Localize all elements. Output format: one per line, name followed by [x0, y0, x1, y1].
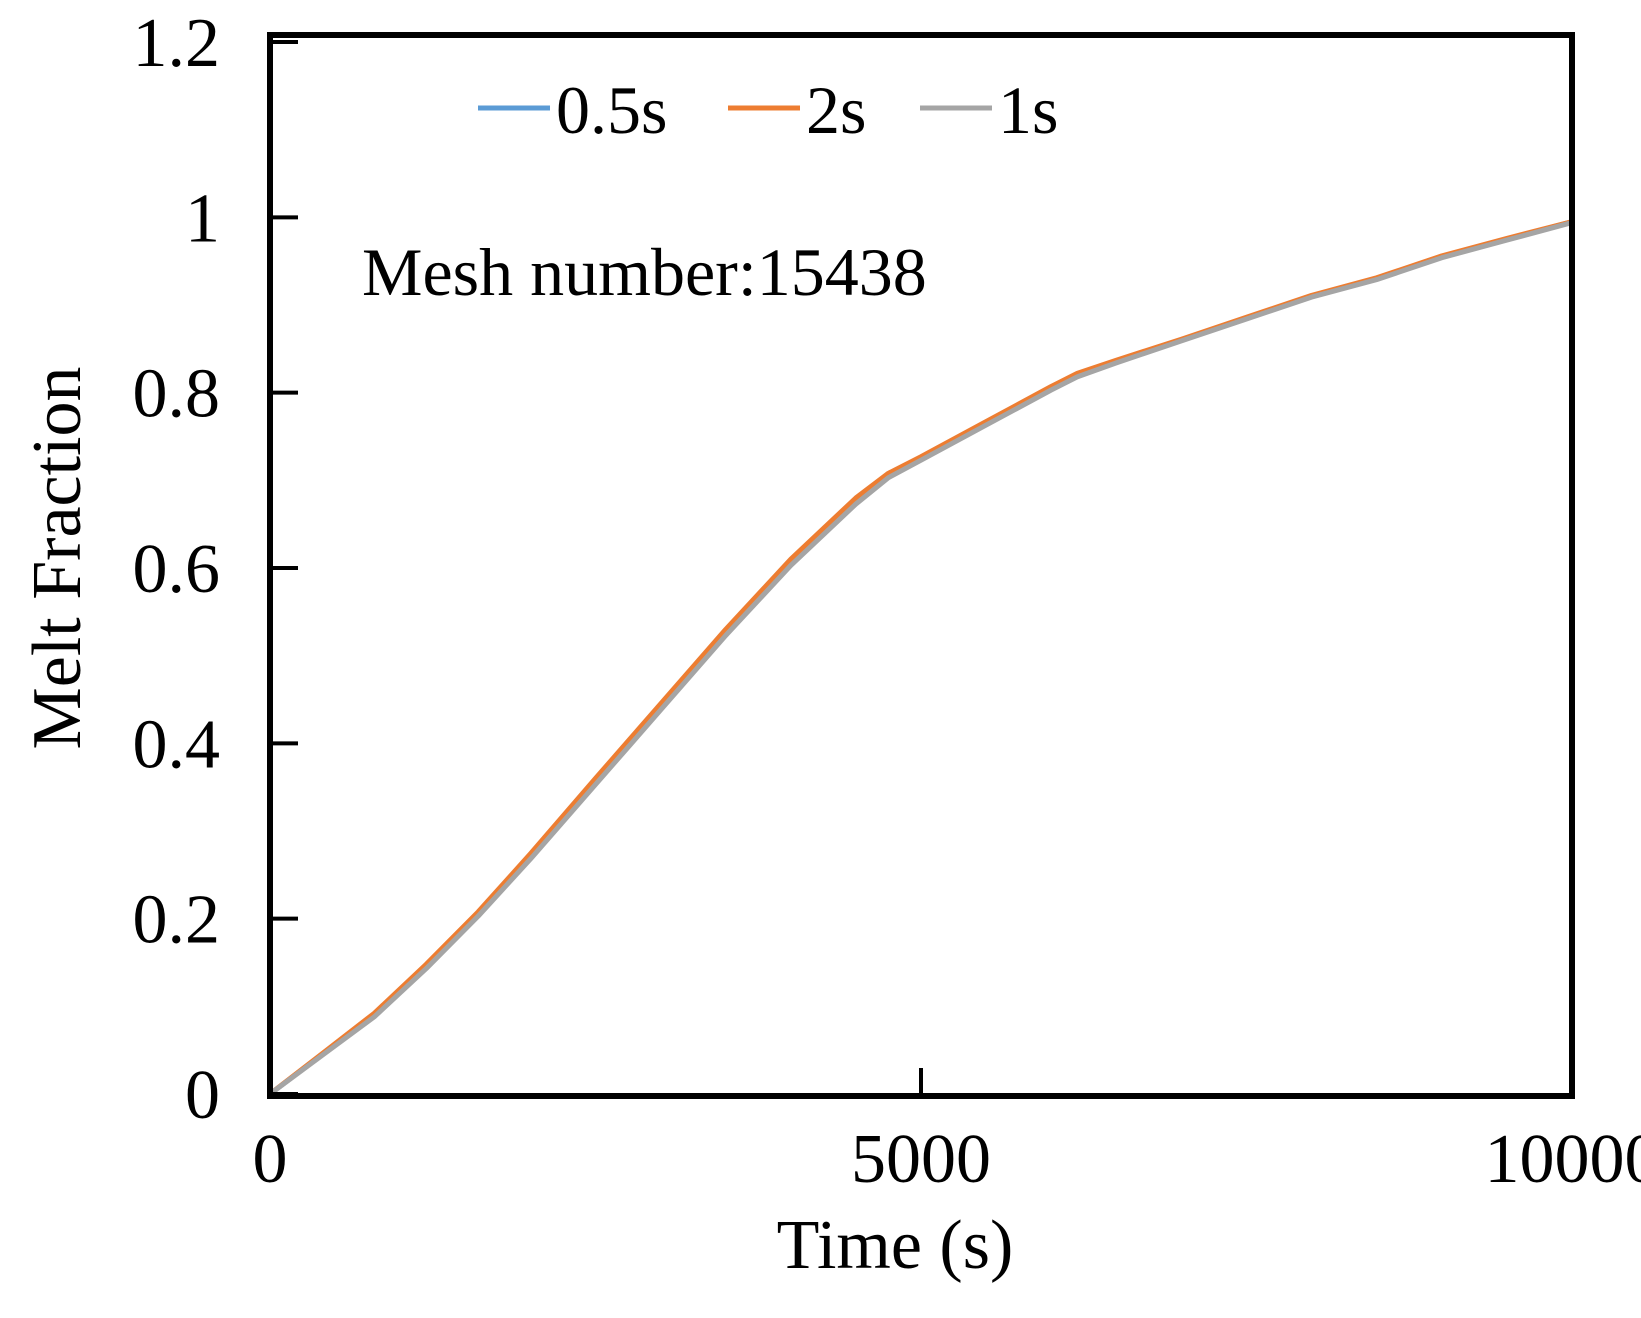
y-axis-title: Melt Fraction	[19, 367, 96, 750]
y-tick-label: 0.6	[133, 531, 221, 608]
y-tick-label: 1	[185, 180, 220, 257]
mesh-number-annotation: Mesh number:15438	[362, 234, 927, 310]
plot-frame	[267, 32, 1575, 1099]
y-tick-label: 0.4	[133, 706, 221, 783]
y-tick-label: 0	[185, 1057, 220, 1134]
y-tick-label: 0.2	[133, 882, 221, 959]
legend: 0.5s 2s 1s	[478, 72, 1058, 148]
series-layer	[267, 219, 1575, 1097]
y-tick-label: 1.2	[133, 5, 221, 82]
legend-label-1: 2s	[806, 72, 866, 148]
x-tick-label: 5000	[851, 1121, 991, 1198]
x-axis-title: Time (s)	[777, 1207, 1014, 1284]
series-line-1	[267, 219, 1575, 1097]
legend-label-2: 1s	[998, 72, 1058, 148]
series-line-2	[267, 220, 1575, 1097]
series-line-0	[267, 219, 1575, 1097]
y-tick-label: 0.8	[133, 356, 221, 433]
x-tick-label: 0	[253, 1121, 288, 1198]
legend-label-0: 0.5s	[556, 72, 667, 148]
